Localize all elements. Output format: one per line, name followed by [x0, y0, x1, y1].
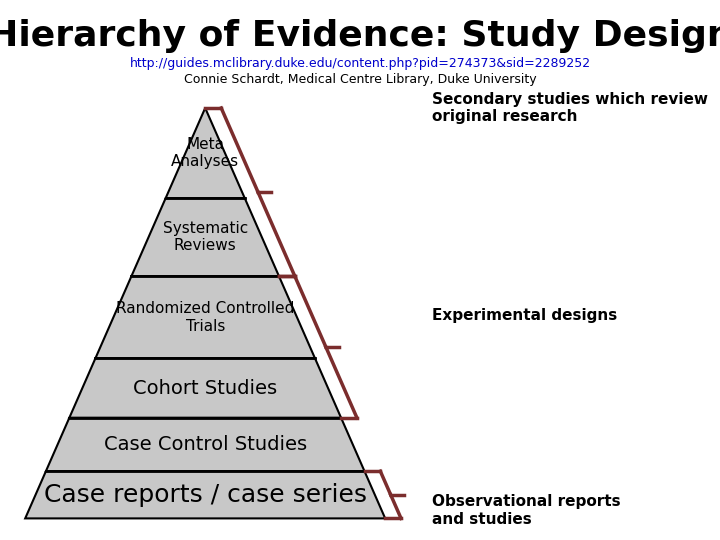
Text: Secondary studies which review
original research: Secondary studies which review original … — [432, 92, 708, 124]
Text: Meta
Analyses: Meta Analyses — [171, 137, 239, 170]
Text: Case reports / case series: Case reports / case series — [44, 483, 366, 507]
Text: Connie Schardt, Medical Centre Library, Duke University: Connie Schardt, Medical Centre Library, … — [184, 73, 536, 86]
Polygon shape — [46, 418, 364, 471]
Text: Cohort Studies: Cohort Studies — [133, 379, 277, 397]
Text: Observational reports
and studies: Observational reports and studies — [432, 494, 621, 526]
Polygon shape — [166, 108, 245, 198]
Polygon shape — [69, 359, 341, 418]
Text: Systematic
Reviews: Systematic Reviews — [163, 221, 248, 253]
Polygon shape — [95, 276, 315, 359]
Polygon shape — [25, 471, 385, 518]
Polygon shape — [132, 198, 279, 276]
Text: Experimental designs: Experimental designs — [432, 308, 617, 323]
Text: Hierarchy of Evidence: Study Design: Hierarchy of Evidence: Study Design — [0, 19, 720, 53]
Text: Randomized Controlled
Trials: Randomized Controlled Trials — [116, 301, 294, 334]
Text: Case Control Studies: Case Control Studies — [104, 435, 307, 454]
Text: http://guides.mclibrary.duke.edu/content.php?pid=274373&sid=2289252: http://guides.mclibrary.duke.edu/content… — [130, 57, 590, 70]
